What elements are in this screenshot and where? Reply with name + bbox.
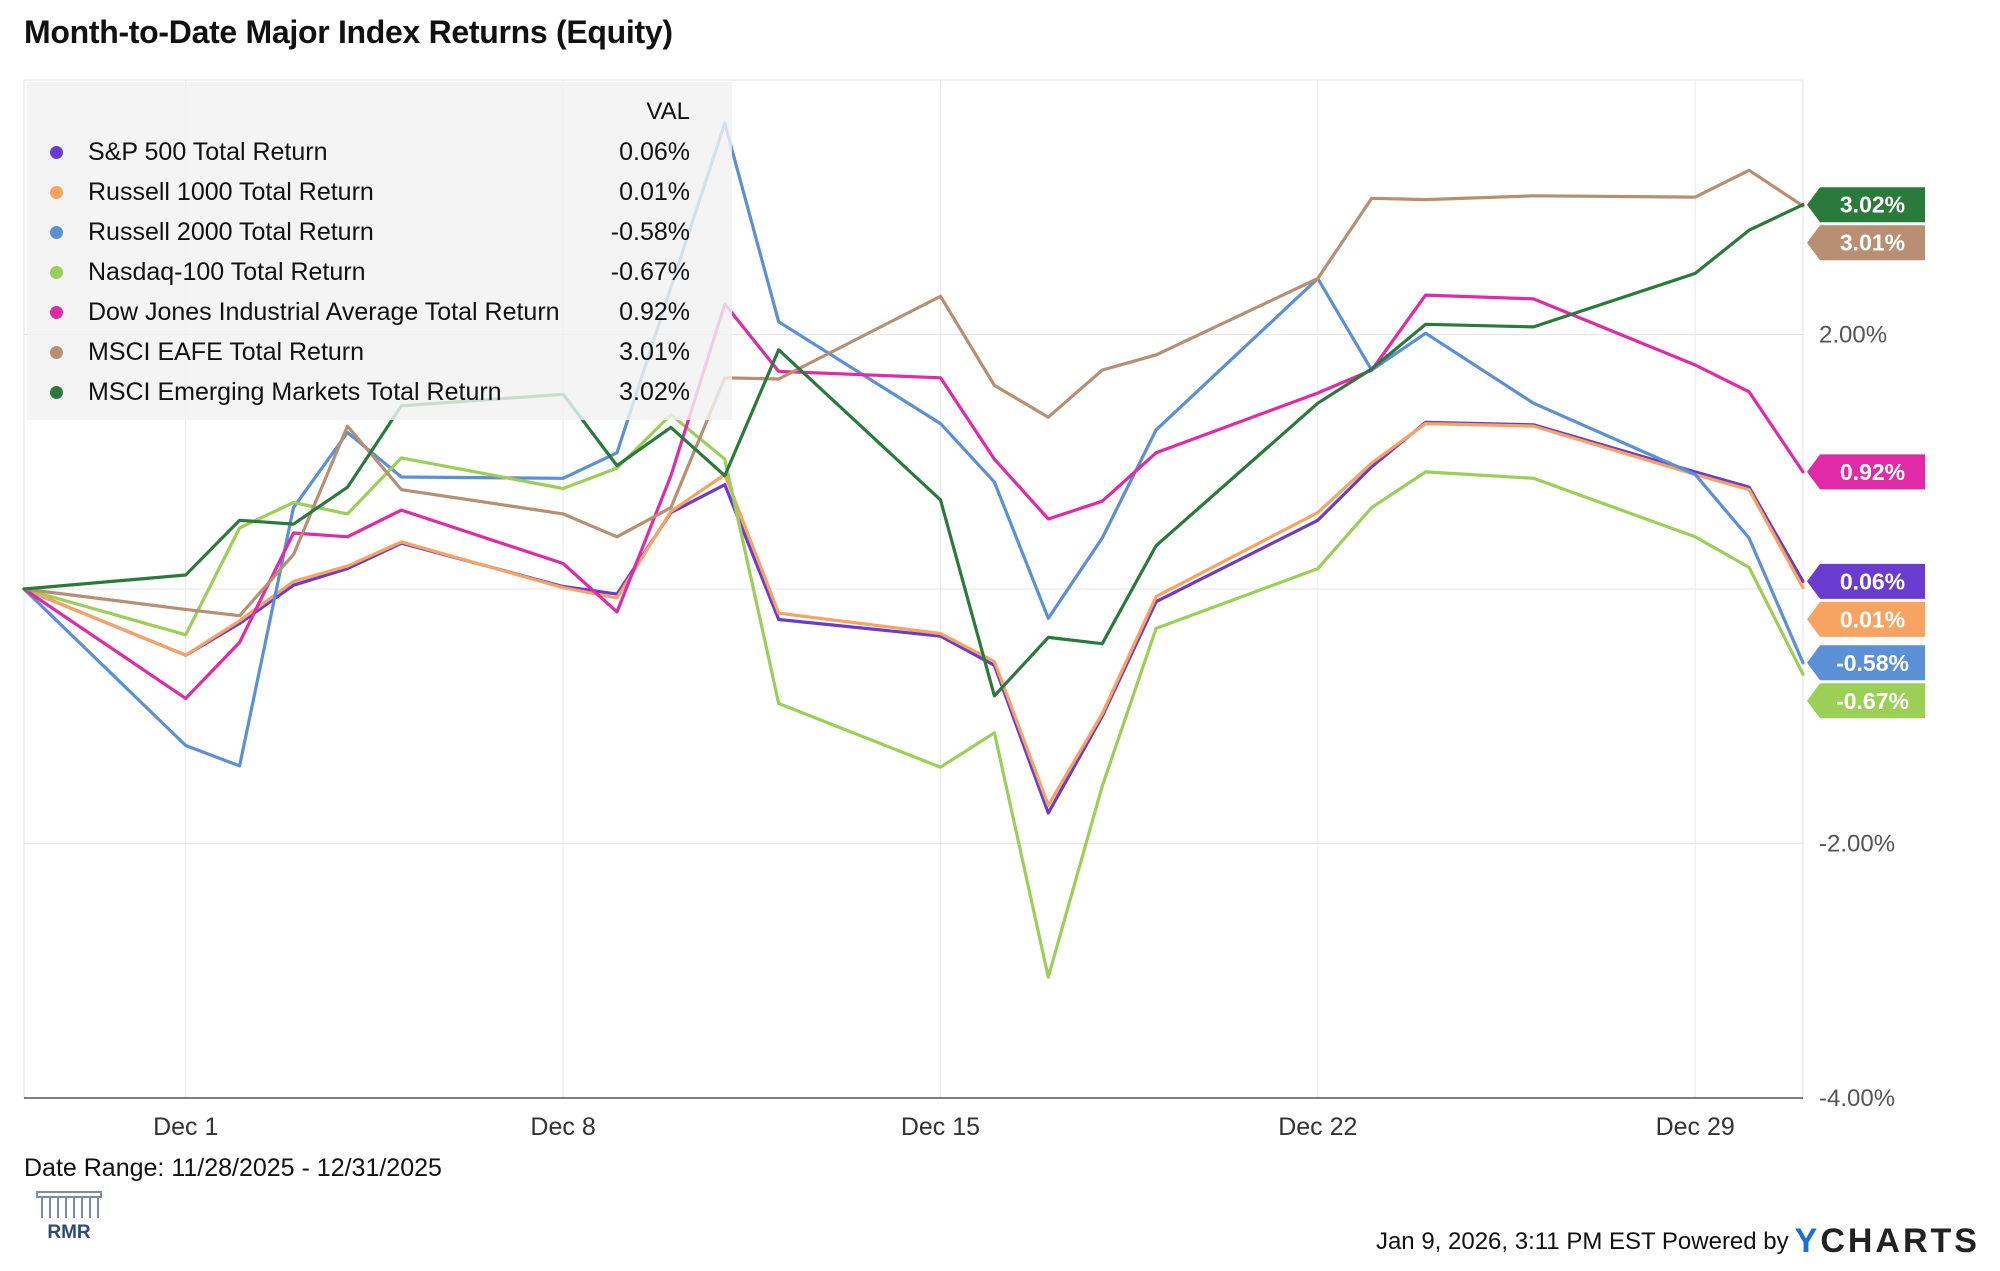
- legend-item[interactable]: S&P 500 Total Return 0.06%: [27, 132, 732, 172]
- value-tag-1: [1807, 601, 1925, 637]
- value-tag-4: [1807, 454, 1925, 490]
- value-tag-label-6: 3.02%: [1840, 192, 1905, 218]
- legend-series-value: 0.92%: [619, 297, 690, 326]
- y-tick-label: 2.00%: [1819, 322, 1887, 349]
- value-tag-6: [1807, 187, 1925, 223]
- legend-swatch: [50, 305, 63, 319]
- value-tag-label-2: -0.58%: [1836, 650, 1909, 676]
- legend: VAL S&P 500 Total Return 0.06% Russell 100…: [27, 82, 732, 420]
- legend-series-name: Russell 2000 Total Return: [88, 217, 374, 246]
- legend-series-name: MSCI Emerging Markets Total Return: [88, 377, 502, 406]
- legend-series-value: -0.67%: [610, 257, 690, 286]
- value-tag-0: [1807, 563, 1925, 599]
- x-tick-label: Dec 29: [1656, 1113, 1735, 1141]
- legend-header: VAL: [646, 98, 690, 125]
- legend-swatch: [50, 225, 63, 239]
- legend-swatch: [50, 265, 63, 279]
- legend-series-name: Dow Jones Industrial Average Total Retur…: [88, 297, 560, 326]
- legend-series-value: 3.02%: [619, 377, 690, 406]
- logo-text: RMR: [47, 1222, 91, 1243]
- footer: Jan 9, 2026, 3:11 PM EST Powered by YCHA…: [1376, 1222, 1980, 1261]
- x-tick-label: Dec 22: [1278, 1113, 1357, 1141]
- last-value-tags: 3.02% 3.01% 0.92% 0.06% 0.01% -0.58% -0.67%: [1807, 187, 1925, 719]
- chart-title: Month-to-Date Major Index Returns (Equit…: [24, 14, 673, 50]
- value-tag-label-0: 0.06%: [1840, 568, 1905, 594]
- rmr-logo: RMR: [36, 1191, 102, 1243]
- value-tag-5: [1807, 225, 1925, 261]
- legend-series-value: 0.06%: [619, 137, 690, 166]
- value-tag-3: [1807, 683, 1925, 719]
- legend-series-value: 0.01%: [619, 177, 690, 206]
- value-tag-2: [1807, 645, 1925, 681]
- x-tick-label: Dec 8: [530, 1113, 595, 1141]
- axes: Dec 1 Dec 8 Dec 15 Dec 22 Dec 29 2.00% -2.00% -…: [24, 322, 1895, 1141]
- value-tag-label-1: 0.01%: [1840, 606, 1905, 632]
- value-tag-label-3: -0.67%: [1836, 688, 1909, 714]
- legend-series-name: MSCI EAFE Total Return: [88, 337, 365, 366]
- series-lines: [22, 121, 1805, 979]
- y-tick-label: -2.00%: [1819, 831, 1895, 858]
- legend-series-value: -0.58%: [610, 217, 690, 246]
- legend-item[interactable]: Dow Jones Industrial Average Total Retur…: [27, 292, 732, 332]
- legend-item[interactable]: Nasdaq-100 Total Return -0.67%: [27, 252, 732, 292]
- legend-series-name: Nasdaq-100 Total Return: [88, 257, 366, 286]
- legend-swatch: [50, 345, 63, 359]
- legend-swatch: [50, 185, 63, 199]
- series-line-4: [22, 293, 1805, 701]
- legend-item[interactable]: MSCI Emerging Markets Total Return 3.02%: [27, 372, 732, 412]
- legend-item[interactable]: MSCI EAFE Total Return 3.01%: [27, 332, 732, 372]
- legend-item[interactable]: Russell 1000 Total Return 0.01%: [27, 172, 732, 212]
- x-tick-label: Dec 1: [153, 1113, 218, 1141]
- series-line-3: [22, 413, 1805, 979]
- series-line-6: [22, 203, 1805, 698]
- ycharts-logo[interactable]: YCHARTS: [1794, 1222, 1980, 1260]
- legend-swatch: [50, 385, 63, 399]
- series-line-5: [22, 168, 1805, 618]
- footer-timestamp: Jan 9, 2026, 3:11 PM EST Powered by: [1375, 1227, 1789, 1255]
- legend-series-name: Russell 1000 Total Return: [88, 177, 374, 206]
- series-line-1: [22, 422, 1805, 807]
- date-range: Date Range: 11/28/2025 - 12/31/2025: [24, 1154, 442, 1182]
- value-tag-label-5: 3.01%: [1840, 230, 1905, 256]
- legend-swatch: [50, 145, 63, 159]
- legend-series-name: S&P 500 Total Return: [88, 137, 328, 166]
- x-tick-label: Dec 15: [901, 1113, 980, 1141]
- series-line-2: [22, 121, 1805, 768]
- legend-series-value: 3.01%: [619, 337, 690, 366]
- value-tag-label-4: 0.92%: [1840, 459, 1905, 485]
- legend-item[interactable]: Russell 2000 Total Return -0.58%: [27, 212, 732, 252]
- y-tick-label: -4.00%: [1819, 1085, 1895, 1112]
